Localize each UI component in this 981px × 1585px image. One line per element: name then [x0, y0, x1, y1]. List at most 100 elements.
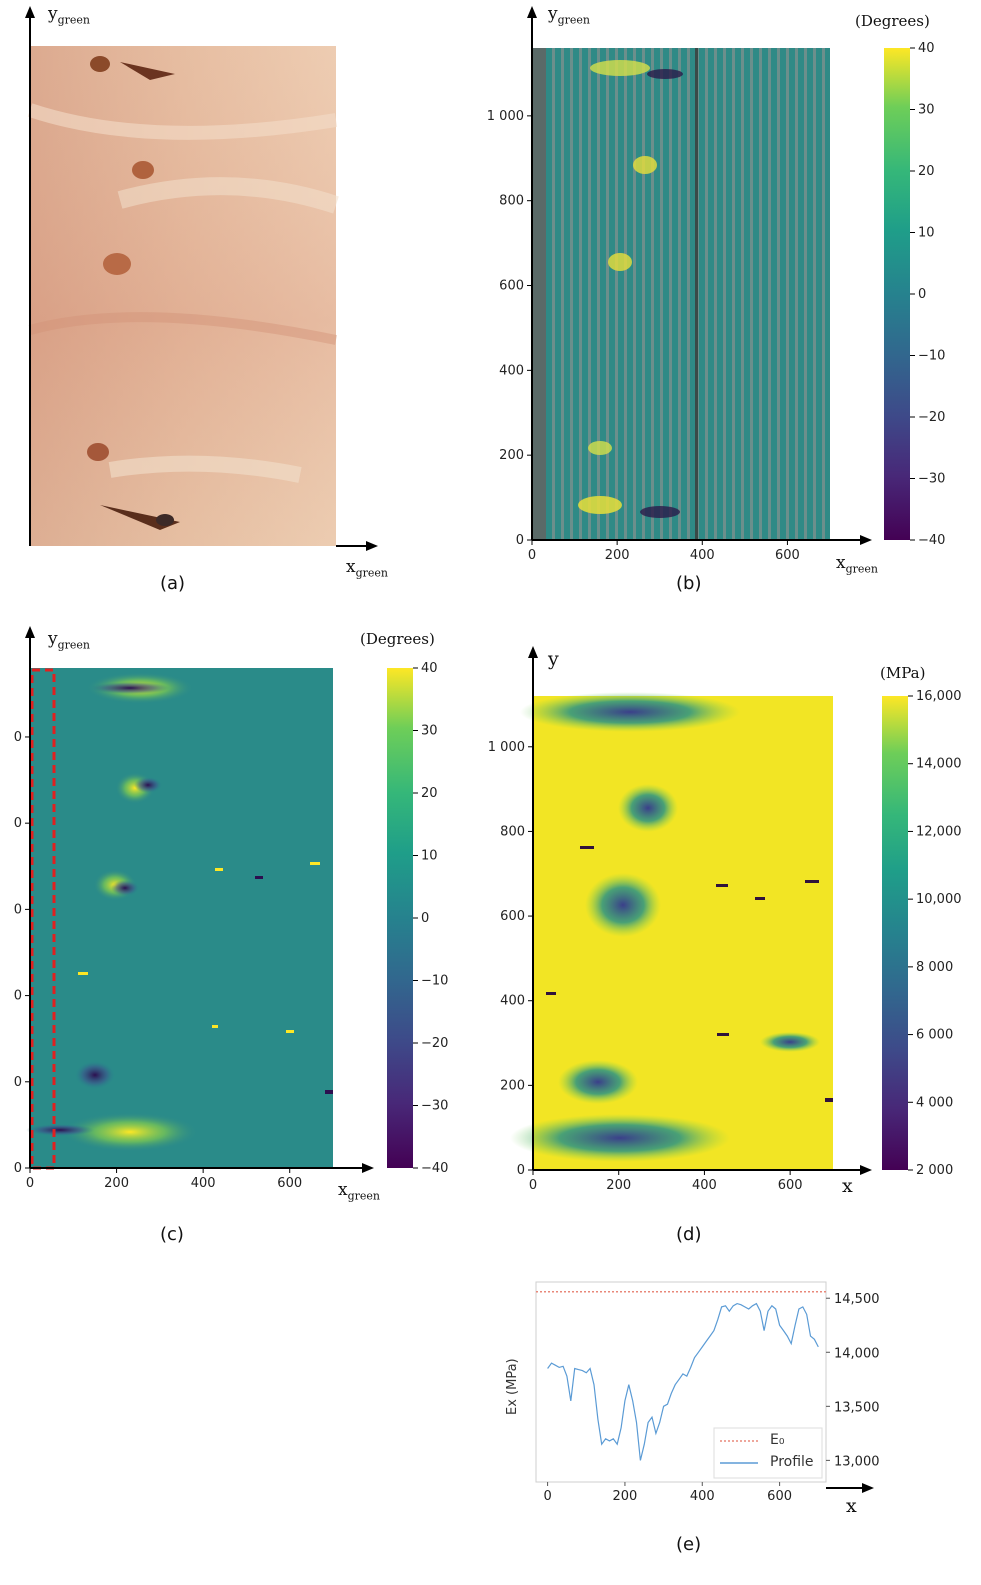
panel-c-map	[30, 668, 333, 1168]
y-tick-label: 1 000	[487, 109, 524, 124]
wood-knots	[87, 56, 180, 530]
colorbar-tick-label: −10	[918, 349, 945, 364]
colorbar-tick-label: 30	[421, 724, 438, 739]
panel-e-legend	[713, 1427, 823, 1479]
colorbar-tick-label: 0	[918, 287, 926, 302]
panel-d-caption: (d)	[676, 1224, 702, 1245]
y-tick-label: 14,000	[834, 1346, 880, 1361]
y-tick-label: 0	[14, 1075, 22, 1090]
colorbar-tick-label: 16,000	[916, 689, 962, 704]
colorbar-tick-label: −40	[421, 1161, 448, 1176]
colorbar-tick-label: 20	[918, 164, 935, 179]
y-tick-label: 200	[499, 448, 524, 463]
panel-d-colorbar	[882, 696, 908, 1170]
y-tick-label: 400	[500, 994, 525, 1009]
colorbar-tick-label: 6 000	[916, 1028, 953, 1043]
colorbar-tick-label: −20	[421, 1036, 448, 1051]
colorbar-tick-label: 40	[421, 661, 438, 676]
y-tick-label: 1 000	[488, 740, 525, 755]
x-tick-label: 0	[543, 1489, 551, 1504]
colorbar-tick-label: 10	[918, 226, 935, 241]
panel-b-x-label: xgreen	[836, 553, 878, 576]
y-tick-label: 13,500	[834, 1400, 880, 1415]
panel-a-x-label: xgreen	[346, 557, 388, 580]
panel-b-defects	[578, 60, 683, 518]
y-tick-label: 0	[14, 1161, 22, 1176]
y-tick-label: 14,500	[834, 1292, 880, 1307]
series-profile-line	[547, 1302, 819, 1461]
x-tick-label: 600	[778, 1178, 803, 1193]
y-tick-label: 0	[14, 816, 22, 831]
x-tick-label: 200	[606, 1178, 631, 1193]
panel-e-y-label: Ex (MPa)	[505, 1358, 520, 1415]
legend-profile-label: Profile	[770, 1454, 814, 1470]
x-tick-label: 200	[605, 548, 630, 563]
colorbar-tick-label: 14,000	[916, 757, 962, 772]
y-tick-label: 200	[500, 1078, 525, 1093]
panel-c-colorbar	[387, 668, 413, 1168]
y-tick-label: 400	[499, 363, 524, 378]
colorbar-tick-label: −30	[918, 472, 945, 487]
colorbar-tick-label: 40	[918, 41, 935, 56]
panel-b-colorbar	[884, 48, 910, 540]
panel-e-x-label: x	[846, 1495, 857, 1517]
x-tick-label: 0	[529, 1178, 537, 1193]
y-tick-label: 0	[516, 533, 524, 548]
panel-d-defects	[510, 692, 833, 1162]
panel-a-y-label: ygreen	[48, 4, 91, 27]
x-tick-label: 400	[690, 548, 715, 563]
colorbar-tick-label: −20	[918, 410, 945, 425]
colorbar-tick-label: −40	[918, 533, 945, 548]
colorbar-tick-label: 4 000	[916, 1095, 953, 1110]
colorbar-tick-label: −10	[421, 974, 448, 989]
x-tick-label: 0	[528, 548, 536, 563]
x-tick-label: 600	[277, 1176, 302, 1191]
colorbar-tick-label: 30	[918, 103, 935, 118]
panel-a-caption: (a)	[160, 573, 186, 594]
y-tick-label: 800	[499, 194, 524, 209]
x-tick-label: 200	[104, 1176, 129, 1191]
y-tick-label: 0	[517, 1163, 525, 1178]
panel-c-y-label: ygreen	[48, 629, 91, 652]
y-tick-label: 600	[499, 279, 524, 294]
x-tick-label: 400	[692, 1178, 717, 1193]
x-tick-label: 400	[690, 1489, 715, 1504]
panel-b-map	[532, 48, 830, 540]
panel-b-caption: (b)	[676, 573, 702, 594]
panel-b-y-label: ygreen	[548, 4, 591, 27]
y-tick-label: 0	[14, 902, 22, 917]
panel-c-unit: (Degrees)	[360, 630, 435, 648]
y-tick-label: 600	[500, 909, 525, 924]
x-tick-label: 600	[775, 548, 800, 563]
panel-a-figure	[25, 6, 378, 551]
panel-c-defects	[26, 672, 333, 1152]
colorbar-tick-label: 20	[421, 786, 438, 801]
panel-e-caption: (e)	[676, 1534, 702, 1555]
colorbar-tick-label: 0	[421, 911, 429, 926]
colorbar-tick-label: 12,000	[916, 824, 962, 839]
colorbar-tick-label: 8 000	[916, 960, 953, 975]
x-tick-label: 600	[767, 1489, 792, 1504]
panel-d-y-label: y	[548, 648, 559, 670]
y-tick-label: 0	[14, 730, 22, 745]
panel-d-x-label: x	[842, 1175, 853, 1197]
y-tick-label: 0	[14, 989, 22, 1004]
panel-c-x-label: xgreen	[338, 1180, 380, 1203]
legend-e0-label: E₀	[770, 1432, 785, 1448]
y-tick-label: 13,000	[834, 1454, 880, 1469]
panel-e-chart: 14,500 14,000 13,500 13,000 0 200 400 600	[535, 1281, 880, 1504]
panel-b-figure: 0 200 400 600 800 1 000 0 200 400 600 40 30 20 10 0 −…	[487, 6, 945, 563]
x-tick-label: 200	[613, 1489, 638, 1504]
colorbar-tick-label: 2 000	[916, 1163, 953, 1178]
x-tick-label: 0	[26, 1176, 34, 1191]
panel-b-unit: (Degrees)	[855, 12, 930, 30]
panel-d-figure: 0 200 400 600 800 1 000 0 200 400 600 16,000 14,0…	[488, 646, 962, 1193]
colorbar-tick-label: −30	[421, 1099, 448, 1114]
x-tick-label: 400	[191, 1176, 216, 1191]
y-tick-label: 800	[500, 824, 525, 839]
colorbar-tick-label: 10	[421, 849, 438, 864]
panel-c-caption: (c)	[160, 1224, 184, 1245]
panel-d-unit: (MPa)	[880, 664, 926, 682]
colorbar-tick-label: 10,000	[916, 892, 962, 907]
